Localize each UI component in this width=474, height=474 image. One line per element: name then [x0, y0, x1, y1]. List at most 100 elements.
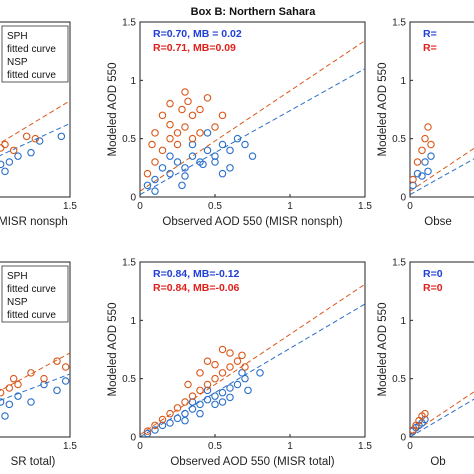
data-point-sph [57, 132, 66, 141]
data-point-nsp [166, 99, 174, 108]
data-point-nsp [418, 146, 426, 155]
data-point-nsp [158, 146, 167, 155]
data-point-nsp [9, 146, 18, 155]
x-tick-label: 1.5 [63, 201, 77, 212]
data-point-sph [226, 164, 234, 172]
data-point-sph [5, 158, 14, 166]
data-point-nsp [211, 360, 219, 369]
data-point-nsp [188, 392, 197, 400]
data-point-nsp [31, 134, 40, 143]
data-point-sph [226, 384, 234, 392]
y-axis-label: Modeled AOD 550 [107, 303, 119, 397]
data-point-sph [158, 164, 167, 172]
x-tick-label: 0 [407, 441, 413, 452]
y-tick-label: 1.5 [122, 18, 136, 29]
data-point-nsp [188, 134, 197, 143]
data-point-sph [53, 386, 61, 395]
data-point-sph [218, 388, 227, 397]
plot-area [0, 352, 70, 420]
data-point-sph [181, 164, 189, 172]
data-point-nsp [0, 388, 5, 397]
y-axis-label: Modeled AOD 550 [107, 63, 119, 157]
data-point-sph [218, 140, 227, 149]
legend-entry: fitted curve [7, 44, 56, 55]
y-axis-label: Modeled AOD 550 [377, 63, 389, 157]
y-tick-label: 1.5 [392, 258, 406, 269]
y-tick-label: 0 [130, 433, 136, 444]
y-tick-label: 0.5 [392, 134, 406, 145]
fit-line-sph [0, 373, 70, 401]
data-point-sph [188, 405, 197, 413]
x-tick-label: 1.5 [63, 441, 77, 452]
x-axis-label: Observed AOD 550 (MISR nonsph) [162, 216, 342, 228]
fit-line-sph [140, 303, 365, 437]
y-tick-label: 0.5 [392, 374, 406, 385]
legend-entry: fitted curve [7, 284, 56, 295]
data-point-nsp [203, 357, 212, 365]
data-point-sph [151, 426, 159, 434]
x-axis-label: Observed AOD 550 (MISR total) [170, 456, 334, 468]
data-point-nsp [188, 111, 197, 120]
data-point-sph [0, 398, 5, 406]
data-point-nsp [0, 144, 5, 152]
data-point-nsp [158, 415, 167, 424]
data-point-sph [14, 152, 22, 160]
data-point-nsp [9, 374, 18, 383]
data-point-sph [0, 160, 5, 169]
y-tick-label: 0 [400, 193, 406, 204]
data-point-sph [241, 140, 249, 149]
legend-box [1, 265, 69, 323]
data-point-nsp [22, 132, 31, 141]
data-point-sph [14, 392, 22, 400]
data-point-sph [166, 169, 174, 178]
plot-frame [0, 261, 71, 438]
fit-line-nsp [410, 147, 474, 192]
data-point-sph [5, 400, 14, 409]
data-point-nsp [203, 94, 212, 102]
data-point-nsp [196, 105, 204, 114]
data-point-sph [203, 146, 212, 155]
x-tick-label: 1.5 [358, 441, 372, 452]
data-point-nsp [196, 386, 204, 395]
plot-area [140, 283, 365, 437]
data-point-sph [226, 393, 234, 402]
panel-top-right-partial: 00 0.5 1 1.5 Obse Modeled AOD 550 R= R= [377, 18, 474, 228]
data-point-sph [173, 158, 182, 166]
data-point-sph [421, 158, 429, 166]
x-tick-label: 0 [407, 201, 413, 212]
panel-bottom-right-partial: 00 0.5 1 1.5 Ob Modeled AOD 550 R=0 R=0 [377, 258, 474, 468]
data-point-sph [211, 400, 219, 409]
data-point-nsp [181, 398, 189, 406]
data-point-sph [238, 369, 246, 377]
panel-top-middle: 0 0.5 1 1.5 0 0.5 1 1.5 Observed AOD 550 (MISR n… [107, 18, 372, 229]
data-point-sph [151, 187, 159, 195]
data-point-nsp [166, 409, 174, 418]
y-tick-label: 1.5 [392, 18, 406, 29]
data-point-sph [173, 414, 182, 423]
data-point-sph [424, 167, 432, 176]
data-point-sph [181, 416, 189, 425]
x-axis-label: MISR nonsph [0, 216, 68, 228]
data-point-sph [188, 140, 197, 149]
legend-entry: fitted curve [7, 70, 56, 81]
data-point-sph [413, 169, 422, 178]
data-point-nsp [173, 129, 182, 137]
data-point-nsp [181, 123, 189, 131]
data-point-sph [233, 380, 242, 389]
data-point-nsp [151, 421, 159, 430]
data-point-nsp [27, 369, 35, 377]
legend-entry: NSP [7, 57, 28, 68]
stat-nsp: R=0.71, MB=0.09 [153, 42, 236, 54]
data-point-sph [203, 395, 212, 404]
y-tick-label: 0 [130, 193, 136, 204]
y-tick-label: 1 [130, 316, 136, 327]
data-point-nsp [424, 123, 432, 131]
data-point-nsp [143, 427, 152, 435]
y-tick-label: 0 [400, 433, 406, 444]
x-tick-label: 1.5 [358, 201, 372, 212]
fit-line-nsp [0, 352, 70, 392]
data-point-sph [27, 148, 35, 157]
data-point-sph [35, 137, 44, 145]
fit-line-sph [410, 158, 474, 196]
data-point-nsp [184, 380, 192, 389]
